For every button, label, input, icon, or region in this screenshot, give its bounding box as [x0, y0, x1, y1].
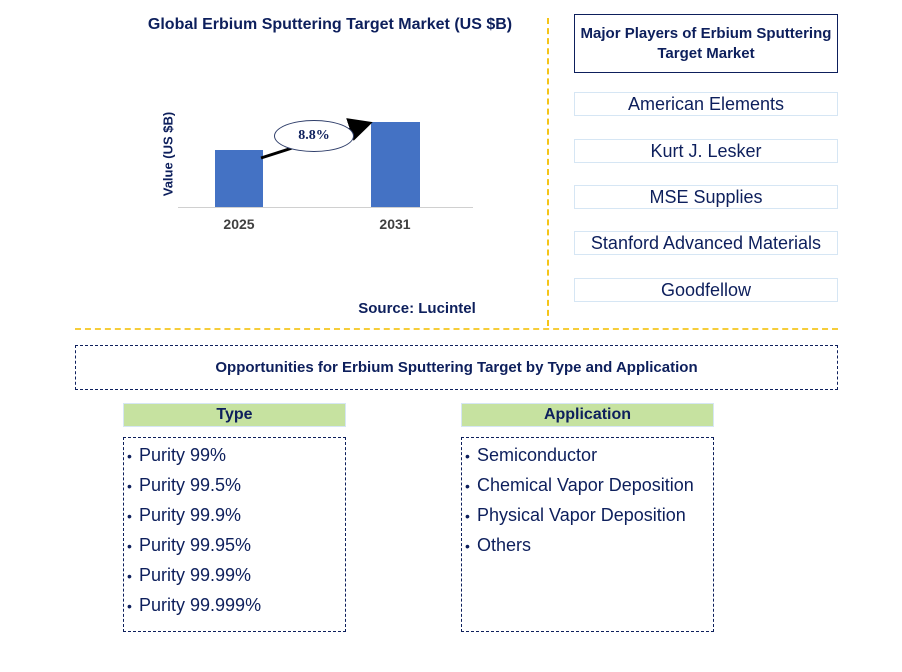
player-item: Stanford Advanced Materials [574, 231, 838, 255]
type-item-label: Purity 99.5% [139, 475, 242, 495]
bullet-icon: • [465, 508, 470, 524]
application-item: • Physical Vapor Deposition [462, 500, 713, 530]
opportunities-header: Opportunities for Erbium Sputtering Targ… [75, 345, 838, 390]
player-item: MSE Supplies [574, 185, 838, 209]
player-item: American Elements [574, 92, 838, 116]
type-item-label: Purity 99.9% [139, 505, 242, 525]
application-item: • Semiconductor [462, 440, 713, 470]
type-header: Type [123, 403, 346, 427]
application-item: • Others [462, 530, 713, 560]
type-item: • Purity 99.9% [124, 500, 345, 530]
application-item-label: Chemical Vapor Deposition [477, 475, 694, 495]
bullet-icon: • [127, 598, 132, 614]
chart-title: Global Erbium Sputtering Target Market (… [147, 16, 513, 33]
x-axis-line [178, 207, 473, 208]
application-list: • Semiconductor • Chemical Vapor Depositio… [461, 437, 714, 632]
player-item: Goodfellow [574, 278, 838, 302]
players-header: Major Players of Erbium Sputtering Targe… [574, 14, 838, 73]
type-item: • Purity 99.99% [124, 560, 345, 590]
bar-2031 [371, 122, 420, 207]
application-item: • Chemical Vapor Deposition [462, 470, 713, 500]
player-item: Kurt J. Lesker [574, 139, 838, 163]
type-item: • Purity 99% [124, 440, 345, 470]
x-tick-2025: 2025 [223, 216, 255, 232]
source-label: Source: Lucintel [358, 300, 476, 317]
type-list: • Purity 99% • Purity 99.5% • Purity 99.9% … [123, 437, 346, 632]
type-item-label: Purity 99.999% [139, 595, 262, 615]
bullet-icon: • [465, 538, 470, 554]
y-axis-label-text: Value (US $B) [160, 111, 176, 197]
bar-2025 [215, 150, 263, 207]
bullet-icon: • [127, 478, 132, 494]
type-item: • Purity 99.95% [124, 530, 345, 560]
type-item: • Purity 99.5% [124, 470, 345, 500]
application-item-label: Others [477, 535, 532, 555]
bullet-icon: • [127, 448, 132, 464]
type-item-label: Purity 99.95% [139, 535, 252, 555]
bullet-icon: • [127, 538, 132, 554]
cagr-badge: 8.8% [274, 120, 354, 152]
type-item: • Purity 99.999% [124, 590, 345, 620]
application-item-label: Semiconductor [477, 445, 598, 465]
application-header: Application [461, 403, 714, 427]
application-item-label: Physical Vapor Deposition [477, 505, 686, 525]
x-tick-2031: 2031 [379, 216, 411, 232]
bullet-icon: • [465, 448, 470, 464]
y-axis-label: Value (US $B) [148, 104, 188, 204]
type-item-label: Purity 99.99% [139, 565, 252, 585]
type-item-label: Purity 99% [139, 445, 227, 465]
bullet-icon: • [127, 568, 132, 584]
horizontal-divider [75, 328, 838, 330]
bullet-icon: • [127, 508, 132, 524]
bullet-icon: • [465, 478, 470, 494]
vertical-divider [547, 18, 549, 326]
